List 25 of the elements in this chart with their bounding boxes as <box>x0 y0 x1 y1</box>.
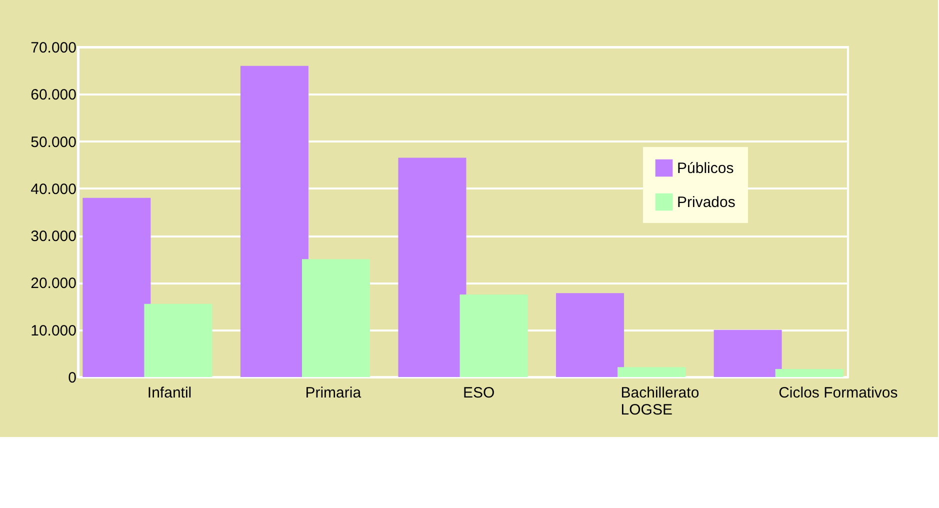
y-tick-label: 0 <box>68 370 76 386</box>
y-tick-label: 50.000 <box>30 134 76 151</box>
x-tick-label: ESO <box>463 384 495 402</box>
legend-label: Privados <box>677 194 736 211</box>
x-tick-label: Bachillerato LOGSE <box>620 384 700 418</box>
legend-label: Públicos <box>677 160 734 177</box>
y-tick-label: 10.000 <box>30 322 76 340</box>
bar <box>240 66 308 377</box>
y-tick-label: 20.000 <box>30 275 76 292</box>
y-tick-label: 40.000 <box>30 180 76 198</box>
bar <box>398 158 466 377</box>
bar <box>302 259 370 377</box>
x-tick-label: Primaria <box>305 384 362 402</box>
y-tick-label: 30.000 <box>30 228 76 246</box>
bar <box>556 293 624 377</box>
bar <box>82 198 151 377</box>
bar <box>775 368 844 377</box>
y-tick-label: 70.000 <box>30 40 76 56</box>
bar <box>714 330 782 377</box>
bar <box>144 304 212 377</box>
bar <box>460 294 528 377</box>
x-tick-label: Ciclos Formativos <box>778 384 898 402</box>
y-tick-label: 60.000 <box>30 86 76 104</box>
x-tick-label: Infantil <box>147 384 192 402</box>
bar <box>618 367 686 377</box>
